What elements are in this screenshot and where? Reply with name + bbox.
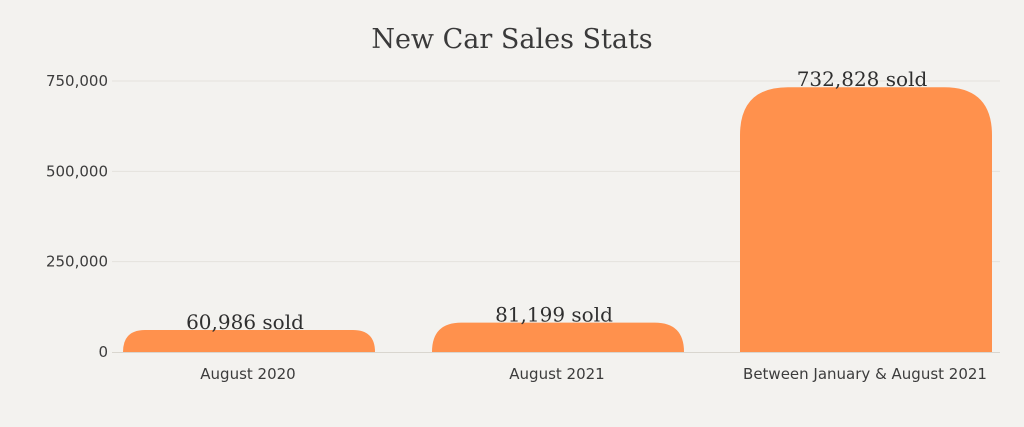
- y-axis: 0 250,000 500,000 750,000: [46, 72, 108, 361]
- x-tick-label: August 2020: [200, 365, 295, 383]
- bar-value-label: 81,199 sold: [495, 303, 613, 327]
- y-tick-label: 250,000: [46, 253, 108, 271]
- data-labels: 60,986 sold 81,199 sold 732,828 sold: [186, 67, 927, 334]
- bar-value-label: 732,828 sold: [797, 67, 928, 91]
- x-tick-label: Between January & August 2021: [743, 365, 987, 383]
- bar: [740, 87, 992, 352]
- chart-title: New Car Sales Stats: [371, 24, 652, 55]
- x-axis: August 2020 August 2021 Between January & …: [200, 365, 987, 383]
- x-tick-label: August 2021: [509, 365, 604, 383]
- bars: [123, 87, 992, 352]
- y-tick-label: 0: [98, 343, 108, 361]
- y-tick-label: 500,000: [46, 162, 108, 180]
- bar: [123, 329, 375, 352]
- bar-value-label: 60,986 sold: [186, 310, 304, 334]
- bar: [432, 322, 684, 352]
- y-tick-label: 750,000: [46, 72, 108, 90]
